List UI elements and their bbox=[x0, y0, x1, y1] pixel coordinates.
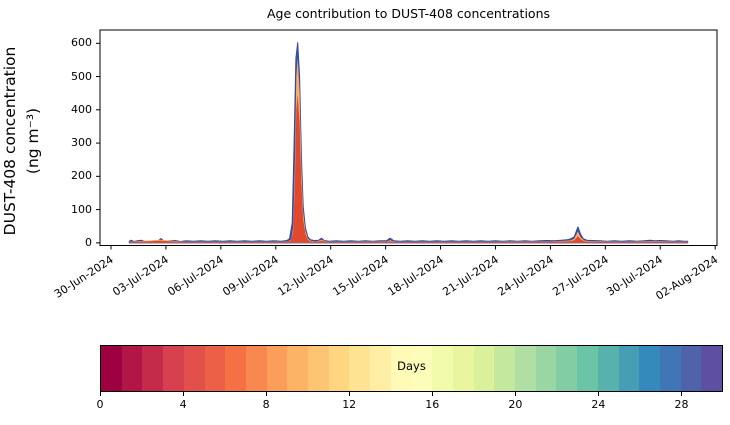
colorbar-segment bbox=[390, 346, 412, 391]
colorbar-tick bbox=[515, 392, 517, 396]
colorbar-segment bbox=[494, 346, 516, 391]
colorbar-tick bbox=[349, 392, 351, 396]
colorbar bbox=[100, 345, 723, 392]
y-tick-label: 100 bbox=[71, 202, 92, 216]
colorbar-tick-label: 16 bbox=[425, 398, 440, 411]
colorbar-segment bbox=[535, 346, 557, 391]
colorbar-tick-label: 8 bbox=[262, 398, 270, 411]
plot-area bbox=[96, 29, 718, 250]
colorbar-segment bbox=[287, 346, 309, 391]
y-tick-label: 500 bbox=[71, 69, 92, 83]
colorbar-segment bbox=[515, 346, 536, 391]
colorbar-segment bbox=[411, 346, 433, 391]
colorbar-segment bbox=[266, 346, 288, 391]
colorbar-tick bbox=[100, 392, 101, 396]
colorbar-tick-label: 12 bbox=[342, 398, 357, 411]
colorbar-segment bbox=[245, 346, 267, 391]
y-tick-label: 600 bbox=[71, 36, 92, 50]
colorbar-segment bbox=[349, 346, 371, 391]
chart-title: Age contribution to DUST-408 concentrati… bbox=[266, 6, 551, 21]
colorbar-segment bbox=[101, 346, 122, 391]
colorbar-segment bbox=[204, 346, 226, 391]
series-old-age-total-envelope bbox=[128, 42, 689, 244]
colorbar-tick bbox=[681, 392, 683, 396]
colorbar-segment bbox=[597, 346, 619, 391]
colorbar-segment bbox=[183, 346, 205, 391]
colorbar-segment bbox=[308, 346, 329, 391]
axes-frame bbox=[99, 29, 718, 246]
colorbar-segment bbox=[556, 346, 578, 391]
colorbar-segment bbox=[432, 346, 453, 391]
y-tick-label: 300 bbox=[71, 136, 92, 150]
colorbar-tick bbox=[266, 392, 268, 396]
colorbar-segment bbox=[680, 346, 702, 391]
colorbar-segment bbox=[121, 346, 143, 391]
colorbar-segment bbox=[618, 346, 640, 391]
colorbar-tick bbox=[598, 392, 600, 396]
y-tick-label: 0 bbox=[85, 235, 92, 249]
colorbar-tick bbox=[183, 392, 185, 396]
colorbar-segment bbox=[639, 346, 660, 391]
colorbar-segment bbox=[473, 346, 495, 391]
colorbar-segment bbox=[701, 346, 723, 391]
colorbar-tick-label: 0 bbox=[96, 398, 104, 411]
colorbar-segment bbox=[659, 346, 681, 391]
colorbar-segment bbox=[452, 346, 474, 391]
colorbar-segment bbox=[225, 346, 246, 391]
colorbar-segment bbox=[370, 346, 391, 391]
y-tick-label: 200 bbox=[71, 169, 92, 183]
colorbar-tick-label: 28 bbox=[674, 398, 689, 411]
colorbar-segment bbox=[142, 346, 164, 391]
colorbar-tick-label: 20 bbox=[508, 398, 523, 411]
colorbar-tick-label: 4 bbox=[179, 398, 187, 411]
colorbar-tick bbox=[432, 392, 434, 396]
colorbar-segment bbox=[577, 346, 598, 391]
colorbar-tick-label: 24 bbox=[591, 398, 606, 411]
y-tick-label: 400 bbox=[71, 102, 92, 116]
colorbar-segment bbox=[163, 346, 184, 391]
colorbar-segment bbox=[328, 346, 350, 391]
